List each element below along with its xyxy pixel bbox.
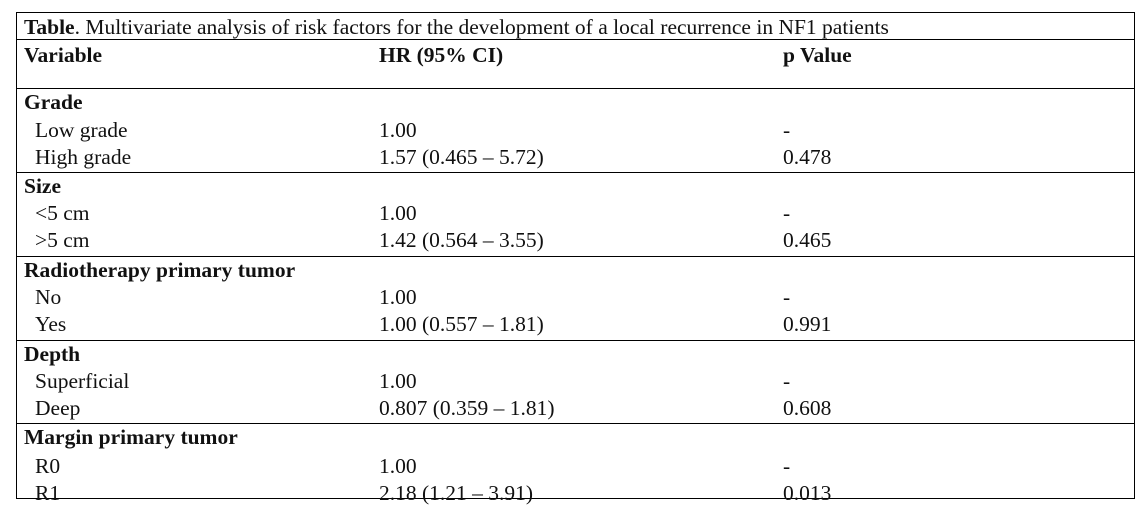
section-margin: Margin primary tumor R0 1.00 - R1 2.18 (… bbox=[17, 424, 1134, 508]
row-p-value: 0.465 bbox=[783, 228, 832, 252]
row-label: <5 cm bbox=[35, 201, 90, 225]
header-hr: HR (95% CI) bbox=[379, 43, 504, 67]
table-row: Low grade 1.00 - bbox=[17, 117, 1134, 144]
table-row: Yes 1.00 (0.557 – 1.81) 0.991 bbox=[17, 311, 1134, 338]
row-hr: 1.57 (0.465 – 5.72) bbox=[379, 145, 544, 169]
row-p-value: - bbox=[783, 454, 791, 478]
row-hr: 1.00 bbox=[379, 454, 417, 478]
row-label: >5 cm bbox=[35, 228, 90, 252]
row-hr: 1.00 bbox=[379, 285, 417, 309]
table-row: Superficial 1.00 - bbox=[17, 368, 1134, 395]
table-row: No 1.00 - bbox=[17, 284, 1134, 311]
section-title: Margin primary tumor bbox=[24, 425, 238, 449]
row-hr: 1.00 (0.557 – 1.81) bbox=[379, 312, 544, 336]
row-p-value: - bbox=[783, 118, 791, 142]
row-p-value: - bbox=[783, 285, 791, 309]
table-caption: Table. Multivariate analysis of risk fac… bbox=[17, 13, 1134, 40]
row-p-value: - bbox=[783, 369, 791, 393]
row-hr: 1.00 bbox=[379, 118, 417, 142]
row-hr: 1.00 bbox=[379, 201, 417, 225]
section-grade: Grade Low grade 1.00 - High grade 1.57 (… bbox=[17, 89, 1134, 173]
row-label: No bbox=[35, 285, 62, 309]
results-table: Table. Multivariate analysis of risk fac… bbox=[16, 12, 1135, 505]
table-row: Deep 0.807 (0.359 – 1.81) 0.608 bbox=[17, 395, 1134, 422]
section-depth: Depth Superficial 1.00 - Deep 0.807 (0.3… bbox=[17, 341, 1134, 424]
section-title: Depth bbox=[24, 342, 81, 366]
row-label: R0 bbox=[35, 454, 61, 478]
row-p-value: 0.991 bbox=[783, 312, 832, 336]
row-label: Yes bbox=[35, 312, 67, 336]
header-variable: Variable bbox=[24, 43, 103, 67]
row-label: High grade bbox=[35, 145, 132, 169]
row-label: Low grade bbox=[35, 118, 128, 142]
row-p-value: 0.013 bbox=[783, 481, 832, 505]
section-title: Radiotherapy primary tumor bbox=[24, 258, 296, 282]
caption-text: . Multivariate analysis of risk factors … bbox=[74, 15, 889, 39]
table-header: Variable HR (95% CI) p Value bbox=[17, 40, 1134, 89]
row-hr: 1.00 bbox=[379, 369, 417, 393]
table-row: >5 cm 1.42 (0.564 – 3.55) 0.465 bbox=[17, 227, 1134, 254]
row-hr: 1.42 (0.564 – 3.55) bbox=[379, 228, 544, 252]
section-title: Size bbox=[24, 174, 62, 198]
row-p-value: - bbox=[783, 201, 791, 225]
header-p-value: p Value bbox=[783, 43, 852, 67]
section-size: Size <5 cm 1.00 - >5 cm 1.42 (0.564 – 3.… bbox=[17, 173, 1134, 257]
row-hr: 2.18 (1.21 – 3.91) bbox=[379, 481, 534, 505]
table-row: High grade 1.57 (0.465 – 5.72) 0.478 bbox=[17, 144, 1134, 171]
table-row: R0 1.00 - bbox=[17, 453, 1134, 480]
row-p-value: 0.608 bbox=[783, 396, 832, 420]
table-row: R1 2.18 (1.21 – 3.91) 0.013 bbox=[17, 480, 1134, 507]
row-label: R1 bbox=[35, 481, 61, 505]
row-label: Superficial bbox=[35, 369, 130, 393]
row-label: Deep bbox=[35, 396, 81, 420]
section-radiotherapy: Radiotherapy primary tumor No 1.00 - Yes… bbox=[17, 257, 1134, 341]
caption-label: Table bbox=[24, 15, 75, 39]
table-row: <5 cm 1.00 - bbox=[17, 200, 1134, 227]
row-p-value: 0.478 bbox=[783, 145, 832, 169]
row-hr: 0.807 (0.359 – 1.81) bbox=[379, 396, 555, 420]
section-title: Grade bbox=[24, 90, 83, 114]
